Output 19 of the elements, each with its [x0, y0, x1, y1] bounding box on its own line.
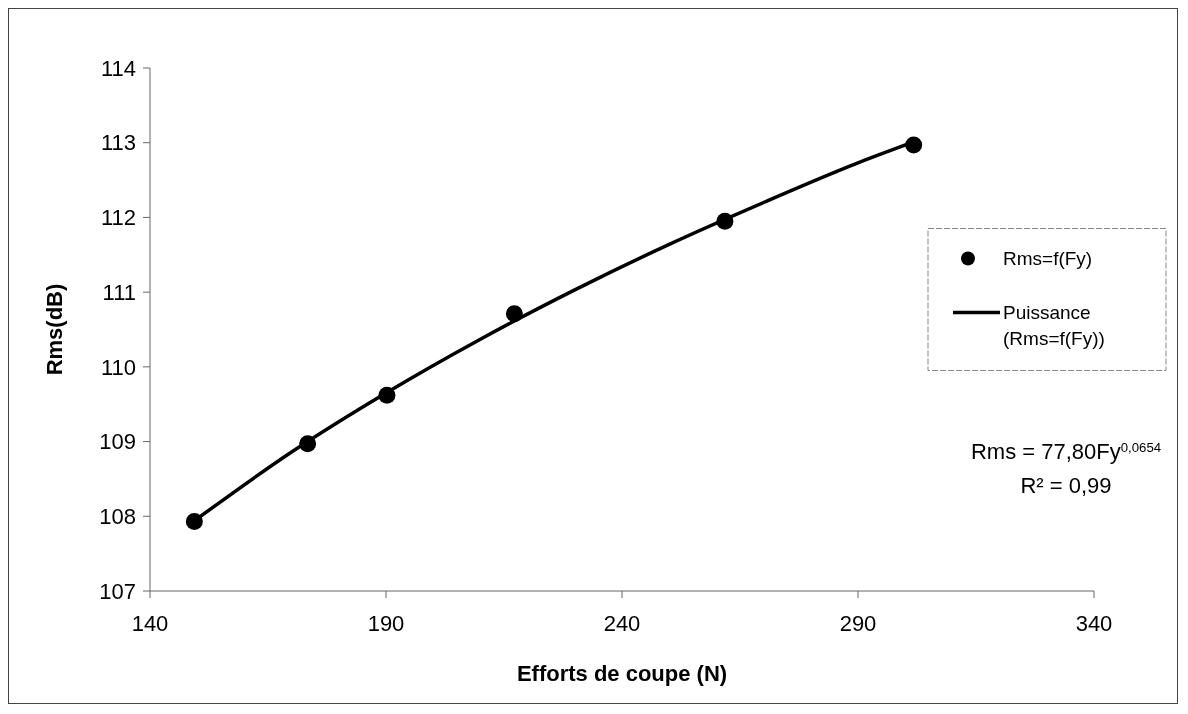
annotation: R² = 0,99	[1020, 472, 1112, 498]
annotation: Rms = 77,80Fy$^{0,0654}$	[970, 438, 1162, 464]
y-tick-label: 110	[100, 354, 136, 380]
legend-label: Rms=f(Fy)	[1003, 248, 1093, 270]
y-tick-label: 108	[99, 503, 136, 529]
y-tick-label: 109	[99, 429, 136, 455]
y-tick-label: 111	[102, 279, 136, 305]
x-tick-label: 290	[839, 611, 877, 636]
x-tick-label: 140	[131, 611, 169, 636]
x-axis-title: Efforts de coupe (N)	[516, 661, 728, 686]
y-tick-label: 114	[100, 55, 136, 81]
x-tick-label: 340	[1075, 611, 1113, 636]
y-tick-label: 112	[100, 205, 136, 231]
x-tick-label: 240	[603, 611, 641, 636]
x-tick-label: 190	[367, 611, 405, 636]
y-tick-label: 107	[99, 578, 136, 604]
y-axis-title: Rms(dB)	[42, 283, 67, 376]
y-tick-label: 113	[100, 130, 136, 156]
legend-label: Puissance (Rms=f(Fy))	[1003, 302, 1105, 350]
